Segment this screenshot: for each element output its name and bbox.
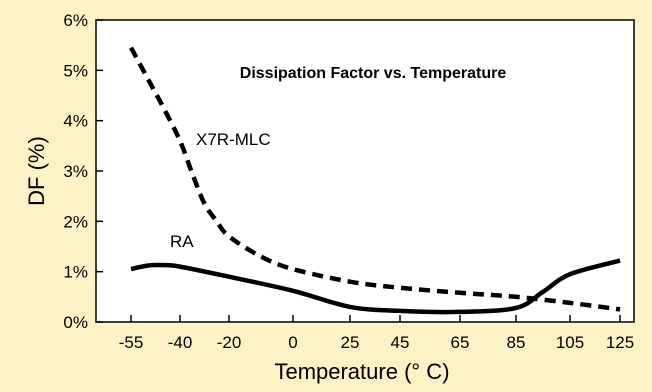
x-tick-label: -55 [119,333,144,352]
x-axis-ticks: -55 -40 -20 0 25 45 65 85 105 125 [119,315,634,352]
x-tick-label: 0 [288,333,297,352]
series-layer [129,46,621,315]
x-tick-label: 125 [606,333,634,352]
x-tick-label: -20 [217,333,242,352]
y-axis-title: DF (%) [24,136,49,206]
series-label-x7r-mlc: X7R-MLC [196,130,271,149]
x-tick-label: 105 [556,333,584,352]
x-tick-label: 45 [391,333,410,352]
x-tick-label: -40 [168,333,193,352]
y-tick-label: 3% [63,162,88,181]
y-axis-ticks: 0% 1% 2% 3% 4% 5% 6% [63,11,103,332]
x-tick-label: 85 [507,333,526,352]
plot-area [95,19,635,323]
y-tick-label: 5% [63,61,88,80]
x-tick-label: 65 [451,333,470,352]
x-axis-title: Temperature (° C) [274,359,449,384]
y-tick-label: 1% [63,263,88,282]
series-label-ra: RA [170,232,194,251]
y-tick-label: 4% [63,112,88,131]
y-tick-label: 0% [63,313,88,332]
chart-title: Dissipation Factor vs. Temperature [240,65,507,82]
y-tick-label: 2% [63,212,88,231]
y-tick-label: 6% [63,11,88,30]
x-tick-label: 25 [341,333,360,352]
series-line-ra [130,258,621,315]
